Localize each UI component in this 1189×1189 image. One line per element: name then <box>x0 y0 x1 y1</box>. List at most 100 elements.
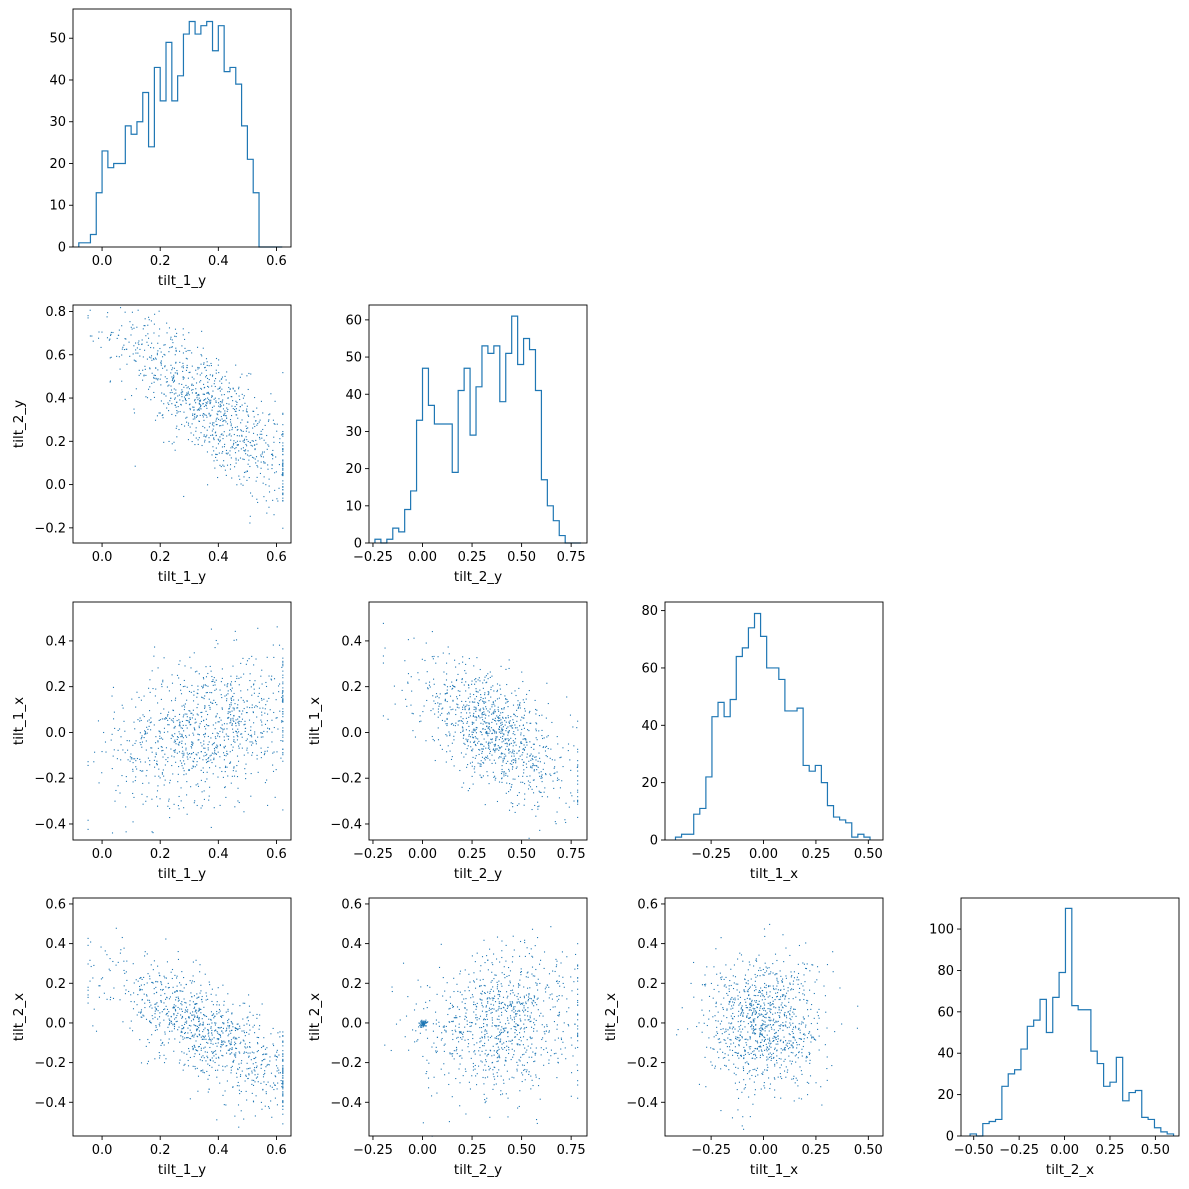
scatter-point <box>184 685 186 687</box>
scatter-point <box>173 380 175 382</box>
scatter-point <box>282 1100 284 1102</box>
scatter-point <box>215 737 217 740</box>
scatter-point <box>507 749 510 751</box>
scatter-point <box>210 628 212 630</box>
scatter-point <box>486 731 488 733</box>
scatter-point <box>193 434 195 436</box>
scatter-point <box>216 732 218 734</box>
scatter-point <box>273 1089 275 1091</box>
scatter-point <box>498 1005 500 1008</box>
scatter-point <box>537 978 539 980</box>
scatter-point <box>233 766 235 768</box>
scatter-point <box>515 1015 517 1017</box>
scatter-point <box>184 1023 186 1025</box>
scatter-point <box>279 683 281 685</box>
scatter-point <box>273 423 275 425</box>
scatter-point <box>227 408 229 411</box>
scatter-point <box>202 347 204 349</box>
scatter-point <box>193 995 195 997</box>
scatter-point <box>166 332 168 334</box>
scatter-point <box>177 998 180 1000</box>
scatter-point <box>532 758 534 761</box>
scatter-point <box>219 401 222 403</box>
scatter-point <box>134 742 136 745</box>
scatter-point <box>524 1079 526 1081</box>
scatter-point <box>474 679 476 681</box>
scatter-point <box>480 992 482 994</box>
scatter-point <box>466 748 468 750</box>
scatter-point <box>182 328 184 330</box>
scatter-point <box>160 360 162 362</box>
scatter-point <box>237 718 239 720</box>
scatter-point <box>228 735 230 737</box>
scatter-point <box>243 476 245 478</box>
scatter-point <box>439 714 441 716</box>
scatter-point <box>166 378 168 380</box>
scatter-point <box>235 364 237 366</box>
scatter-point <box>182 1069 184 1071</box>
scatter-point <box>152 358 155 360</box>
scatter-point <box>422 1055 424 1058</box>
scatter-point <box>252 1100 255 1102</box>
scatter-point <box>118 356 120 358</box>
scatter-point <box>223 728 225 730</box>
scatter-point <box>485 701 487 703</box>
scatter-point <box>505 755 507 757</box>
scatter-point <box>282 459 284 461</box>
scatter-point <box>497 706 499 708</box>
scatter-point <box>180 1035 182 1037</box>
scatter-point <box>194 414 196 416</box>
scatter-point <box>164 977 166 979</box>
scatter-point <box>426 1022 428 1024</box>
scatter-point <box>201 745 203 747</box>
scatter-point <box>129 756 131 758</box>
scatter-point <box>456 1048 458 1050</box>
scatter-point <box>265 704 267 706</box>
scatter-point <box>204 733 206 735</box>
scatter-point <box>506 1070 508 1072</box>
scatter-point <box>448 1083 450 1086</box>
scatter-point <box>244 1035 246 1037</box>
scatter-point <box>261 724 263 726</box>
scatter-point <box>197 783 199 785</box>
scatter-point <box>221 382 223 384</box>
scatter-point <box>507 1116 509 1118</box>
scatter-point <box>552 970 554 972</box>
scatter-point <box>512 749 514 751</box>
scatter-point <box>483 1083 485 1085</box>
scatter-point <box>542 1037 544 1039</box>
scatter-point <box>576 727 578 729</box>
scatter-point <box>485 714 487 716</box>
scatter-point <box>199 1043 202 1045</box>
scatter-point <box>443 1025 445 1027</box>
scatter-point <box>223 1022 225 1024</box>
scatter-point <box>203 798 205 800</box>
scatter-point <box>170 397 172 399</box>
scatter-point <box>164 718 166 720</box>
scatter-point <box>256 1042 259 1044</box>
scatter-point <box>190 712 192 714</box>
xlabel-tilt_1_x: tilt_1_x <box>750 866 798 882</box>
scatter-point <box>536 937 539 939</box>
scatter-point <box>199 1034 201 1036</box>
scatter-point <box>203 387 205 389</box>
scatter-point <box>186 1053 188 1055</box>
scatter-point <box>518 1038 520 1041</box>
scatter-point <box>282 1076 284 1078</box>
scatter-point <box>464 743 466 745</box>
scatter-point <box>531 808 533 811</box>
scatter-point <box>119 728 121 730</box>
scatter-point <box>200 387 202 389</box>
scatter-point <box>161 1042 163 1045</box>
scatter-point <box>195 388 197 390</box>
scatter-point <box>149 975 151 977</box>
scatter-point <box>157 350 159 352</box>
scatter-point <box>232 1086 234 1088</box>
scatter-point <box>115 927 117 929</box>
scatter-point <box>512 985 515 987</box>
scatter-point <box>573 981 575 983</box>
scatter-point <box>550 926 552 928</box>
scatter-point <box>239 743 241 745</box>
scatter-point <box>537 808 539 810</box>
scatter-point <box>145 800 147 802</box>
